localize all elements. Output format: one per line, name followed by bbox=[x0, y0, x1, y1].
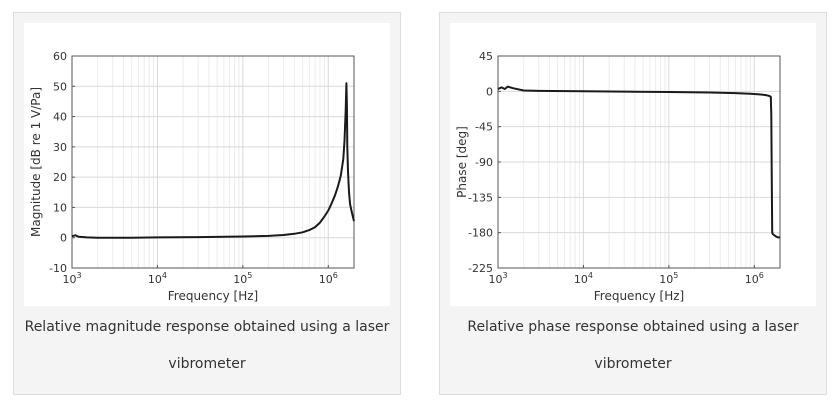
y-tick-label: -45 bbox=[475, 121, 493, 134]
x-tick-label: 106 bbox=[745, 271, 764, 286]
magnitude-caption: Relative magnitude response obtained usi… bbox=[24, 319, 390, 372]
y-tick-label: -90 bbox=[475, 156, 493, 169]
x-tick-label: 103 bbox=[62, 271, 81, 286]
x-tick-label: 105 bbox=[659, 271, 678, 286]
y-tick-label: 45 bbox=[479, 50, 493, 63]
phase-plot: -225 -180 -135 -90 -45 0 45 103 104 105 106 Frequen… bbox=[450, 23, 816, 306]
y-tick-label: 10 bbox=[53, 201, 67, 214]
x-tick-label: 104 bbox=[148, 271, 167, 286]
y-tick-label: -180 bbox=[468, 227, 493, 240]
magnitude-chart: -10 0 10 20 30 40 50 60 103 104 105 106 Frequency [H… bbox=[29, 50, 355, 303]
plot-frame bbox=[71, 55, 355, 269]
magnitude-series-line bbox=[71, 82, 355, 239]
phase-caption: Relative phase response obtained using a… bbox=[467, 319, 799, 372]
y-tick-label: 20 bbox=[53, 171, 67, 184]
y-tick-label: 60 bbox=[53, 50, 67, 63]
figure-card-magnitude: -10 0 10 20 30 40 50 60 103 104 105 106 Frequency [H… bbox=[13, 12, 401, 395]
y-tick-label: 0 bbox=[60, 232, 67, 245]
x-axis-label: Frequency [Hz] bbox=[594, 289, 685, 303]
y-axis-label: Phase [deg] bbox=[455, 126, 469, 198]
phase-series-line bbox=[497, 85, 780, 239]
magnitude-plot: -10 0 10 20 30 40 50 60 103 104 105 106 Frequency [H… bbox=[24, 23, 390, 306]
y-axis-label: Magnitude [dB re 1 V/Pa] bbox=[29, 87, 43, 237]
x-tick-label: 103 bbox=[488, 271, 507, 286]
x-tick-label: 104 bbox=[574, 271, 593, 286]
y-tick-label: -135 bbox=[468, 191, 493, 204]
x-tick-label: 106 bbox=[319, 271, 338, 286]
y-tick-label: 40 bbox=[53, 111, 67, 124]
y-tick-label: 50 bbox=[53, 80, 67, 93]
y-tick-label: 30 bbox=[53, 141, 67, 154]
y-tick-label: -225 bbox=[468, 262, 493, 275]
phase-chart: -225 -180 -135 -90 -45 0 45 103 104 105 106 Frequen… bbox=[455, 50, 781, 303]
figure-card-phase: -225 -180 -135 -90 -45 0 45 103 104 105 106 Frequen… bbox=[439, 12, 827, 395]
x-axis-label: Frequency [Hz] bbox=[168, 289, 259, 303]
y-tick-label: 0 bbox=[486, 85, 493, 98]
x-tick-label: 105 bbox=[233, 271, 252, 286]
y-tick-label: -10 bbox=[49, 262, 67, 275]
